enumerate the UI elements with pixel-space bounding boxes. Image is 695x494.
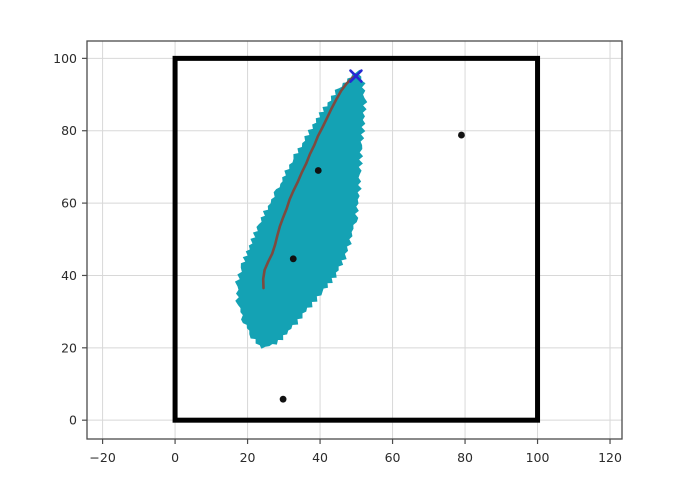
y-tick-label: 80 (61, 123, 77, 138)
axes-spines (86, 40, 623, 440)
y-tick-label: 40 (61, 268, 77, 283)
obstacle-point (279, 395, 287, 403)
x-tick-label: −20 (89, 450, 115, 465)
x-tick-label: 0 (171, 450, 179, 465)
workspace-boundary-square (172, 55, 541, 423)
x-tick-label: 20 (240, 450, 256, 465)
obstacle-point (289, 255, 297, 263)
x-tick-label: 120 (598, 450, 622, 465)
y-tick-label: 100 (53, 51, 77, 66)
y-tick-label: 20 (61, 340, 77, 355)
x-tick-label: 60 (385, 450, 401, 465)
obstacle-point (458, 131, 465, 139)
x-tick-label: 100 (526, 450, 550, 465)
x-tick-label: 40 (312, 450, 328, 465)
y-tick-label: 60 (61, 196, 77, 211)
y-tick-label: 0 (69, 413, 77, 428)
x-tick-label: 80 (457, 450, 473, 465)
planned-path-line (261, 74, 358, 290)
obstacle-point (314, 167, 322, 174)
goal-x-marker (349, 69, 363, 83)
explored-region-blob (234, 69, 368, 349)
